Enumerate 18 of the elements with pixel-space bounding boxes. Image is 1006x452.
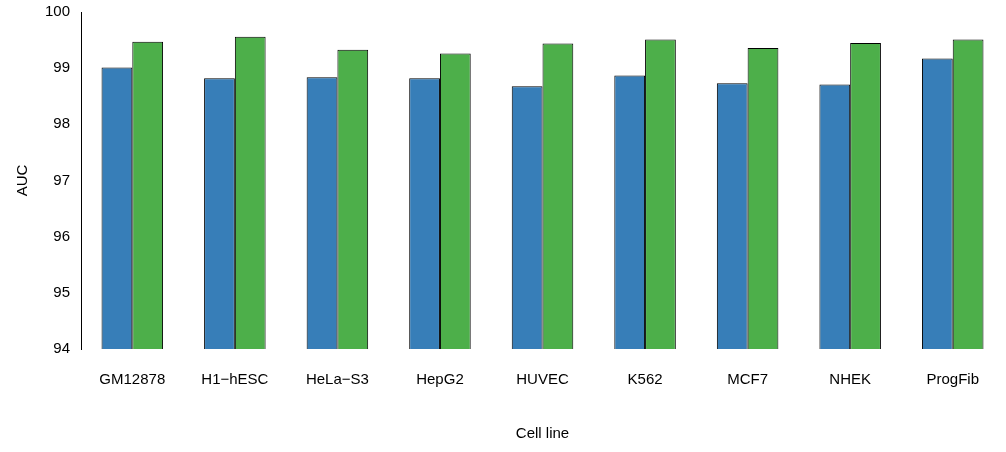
x-tick-label: K562	[627, 370, 663, 388]
y-tick-label: 100	[45, 2, 71, 20]
x-axis-title: Cell line	[515, 424, 570, 442]
x-tick-label: MCF7	[727, 370, 769, 388]
x-tick-label: GM12878	[99, 370, 166, 388]
y-tick-label: 95	[53, 282, 71, 300]
x-tick-label: H1−hESC	[201, 370, 269, 388]
y-tick-label: 97	[53, 170, 71, 188]
x-tick-label: HeLa−S3	[305, 370, 369, 388]
x-tick-label: ProgFib	[926, 370, 979, 388]
y-tick-label: 96	[53, 226, 71, 244]
x-tick-label: HUVEC	[516, 370, 569, 388]
y-axis-title: AUC	[13, 164, 31, 197]
y-tick-label: 98	[53, 114, 71, 132]
y-tick-label: 94	[53, 339, 71, 357]
x-tick-label: HepG2	[416, 370, 464, 388]
y-tick-label: 99	[53, 58, 71, 76]
x-tick-label: NHEK	[829, 370, 872, 388]
